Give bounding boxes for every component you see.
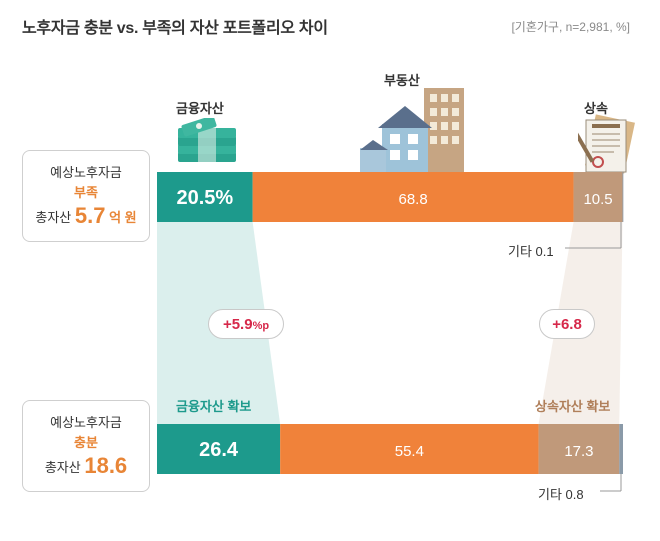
bar-segment-1-row-0 [252, 172, 574, 222]
gain-label-financial: 금융자산 확보 [176, 399, 252, 414]
group-label-shortage: 예상노후자금 [50, 165, 122, 180]
gain-label-inheritance: 상속자산 확보 [535, 399, 611, 414]
bar-label-0-row-0: 20.5% [176, 187, 233, 209]
group-status-shortage: 부족 [74, 185, 98, 200]
label-inheritance: 상속 [584, 101, 608, 116]
money-icon [178, 118, 236, 162]
bar-label-1-row-0: 68.8 [398, 191, 427, 208]
diff-unit: %p [252, 320, 270, 332]
group-status-sufficient: 충분 [74, 435, 98, 450]
total-prefix: 총자산 [44, 460, 81, 475]
total-prefix: 총자산 [35, 210, 72, 225]
bar-segment-2-row-1 [538, 424, 620, 474]
label-realestate: 부동산 [384, 73, 420, 88]
diff-pill-financial: +5.9%p [208, 309, 284, 339]
label-financial: 금융자산 [176, 101, 224, 116]
sample-note: [기혼가구, n=2,981, %] [511, 20, 630, 34]
other-label-shortage: 기타 0.1 [508, 244, 554, 259]
bar-segment-3-row-0 [622, 172, 624, 222]
bar-label-2-row-1: 17.3 [564, 443, 593, 460]
bar-segment-3-row-1 [619, 424, 623, 474]
total-value: 5.7 [74, 203, 106, 228]
bar-label-1-row-1: 55.4 [395, 443, 424, 460]
diff-value: +5.9 [222, 316, 253, 333]
diff-value: +6.8 [552, 316, 582, 333]
bar-segment-0-row-1 [157, 424, 281, 474]
total-assets-shortage: 총자산 5.7 억 원 [23, 203, 149, 231]
other-label-sufficient: 기타 0.8 [538, 487, 584, 502]
chart-title: 노후자금 충분 vs. 부족의 자산 포트폴리오 차이 [22, 20, 328, 37]
total-assets-sufficient: 총자산 18.6 [23, 453, 149, 481]
total-unit: 억 원 [109, 210, 137, 225]
group-box-shortage: 예상노후자금 부족 총자산 5.7 억 원 [22, 150, 150, 242]
bar-segment-1-row-1 [280, 424, 539, 474]
bar-segment-2-row-0 [573, 172, 623, 222]
bar-label-0-row-1: 26.4 [199, 439, 239, 461]
diff-pill-inheritance: +6.8 [539, 309, 595, 339]
building-icon [360, 88, 464, 172]
document-icon [578, 114, 635, 174]
group-box-sufficient: 예상노후자금 충분 총자산 18.6 [22, 400, 150, 492]
bar-segment-0-row-0 [157, 172, 253, 222]
bar-label-2-row-0: 10.5 [583, 191, 612, 208]
group-label-sufficient: 예상노후자금 [50, 415, 122, 430]
total-value: 18.6 [84, 453, 128, 478]
